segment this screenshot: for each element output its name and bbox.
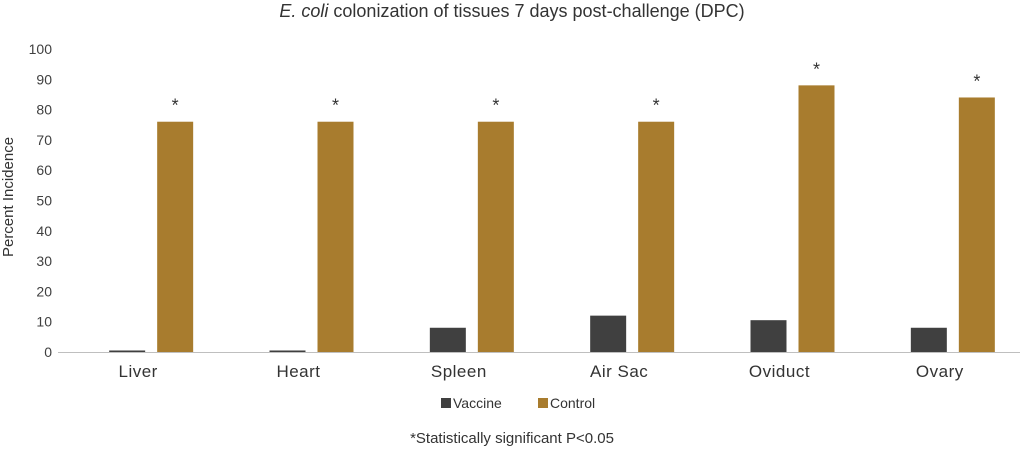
bar-control <box>477 121 514 352</box>
x-axis-labels: Liver Heart Spleen Air Sac Oviduct Ovary <box>118 362 963 381</box>
y-tick-label: 100 <box>29 41 53 57</box>
x-tick-label: Ovary <box>916 362 964 381</box>
x-tick-label: Spleen <box>431 362 487 381</box>
legend-label: Vaccine <box>453 395 502 411</box>
chart-title-rest: colonization of tissues 7 days post-chal… <box>328 1 744 21</box>
legend-label: Control <box>550 395 595 411</box>
bar-control <box>638 121 675 352</box>
bar-vaccine <box>910 327 947 352</box>
x-tick-label: Liver <box>118 362 157 381</box>
x-tick-label: Oviduct <box>749 362 810 381</box>
y-tick-label: 20 <box>36 283 52 299</box>
legend: Vaccine Control <box>441 395 595 411</box>
significance-marker: * <box>492 96 499 116</box>
x-tick-label: Heart <box>276 362 320 381</box>
bar-vaccine <box>750 320 787 352</box>
legend-swatch <box>538 398 548 408</box>
significance-marker: * <box>813 59 820 79</box>
bar-vaccine <box>590 315 627 352</box>
bar-control <box>958 97 995 352</box>
bars-group <box>109 85 995 353</box>
significance-marker: * <box>653 96 660 116</box>
legend-item-vaccine: Vaccine <box>441 395 502 411</box>
y-tick-label: 50 <box>36 193 52 209</box>
bar-control <box>798 85 835 353</box>
y-tick-label: 70 <box>36 132 52 148</box>
legend-item-control: Control <box>538 395 595 411</box>
significance-marker: * <box>332 96 339 116</box>
y-tick-label: 30 <box>36 253 52 269</box>
y-tick-label: 90 <box>36 71 52 87</box>
significance-markers: * * * * * * <box>172 59 981 115</box>
bar-vaccine <box>429 327 466 352</box>
y-tick-label: 40 <box>36 223 52 239</box>
footnote: *Statistically significant P<0.05 <box>410 430 614 447</box>
significance-marker: * <box>973 71 980 91</box>
legend-swatch <box>441 398 451 408</box>
y-tick-label: 0 <box>44 344 52 360</box>
chart-title: E. coli colonization of tissues 7 days p… <box>279 1 744 21</box>
y-tick-label: 10 <box>36 314 52 330</box>
chart-title-italic: E. coli <box>279 1 329 21</box>
x-tick-label: Air Sac <box>590 362 648 381</box>
bar-vaccine <box>109 350 146 352</box>
bar-control <box>317 121 354 352</box>
bar-vaccine <box>269 350 306 352</box>
y-tick-label: 60 <box>36 162 52 178</box>
bar-control <box>157 121 194 352</box>
y-axis-ticks: 0 10 20 30 40 50 60 70 80 90 100 <box>29 41 53 360</box>
significance-marker: * <box>172 96 179 116</box>
y-axis-label: Percent Incidence <box>0 137 17 257</box>
y-tick-label: 80 <box>36 102 52 118</box>
